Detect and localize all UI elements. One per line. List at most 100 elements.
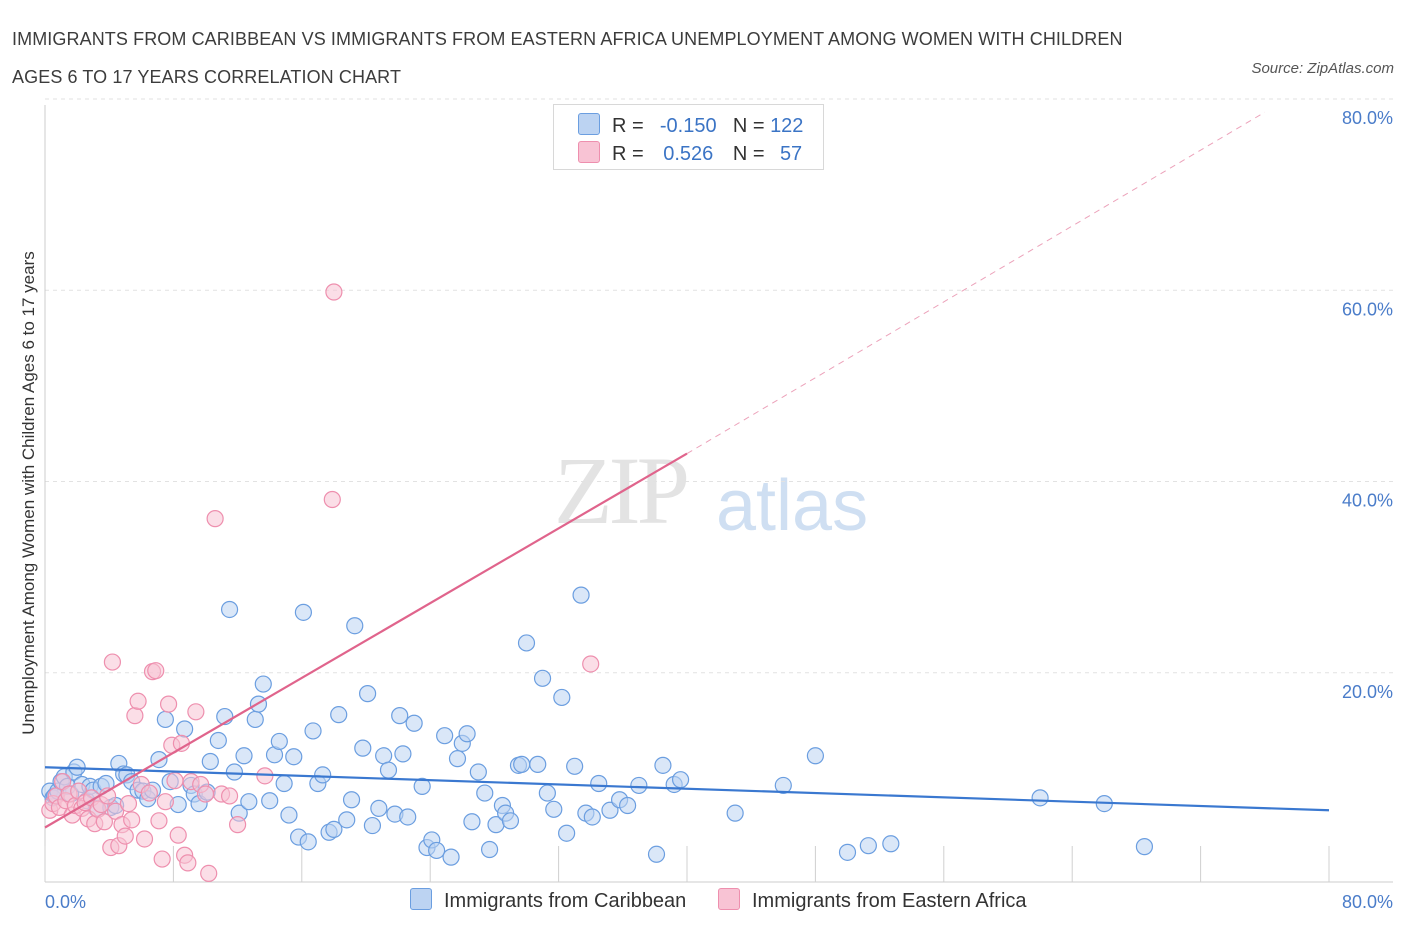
legend-row-eastern-africa: R = 0.526 N = 57 <box>578 141 812 165</box>
caribbean-point <box>225 763 243 781</box>
caribbean-point <box>583 808 601 826</box>
caribbean-point <box>246 710 264 729</box>
caribbean-point <box>342 791 361 809</box>
legend-row-caribbean: R = -0.150 N = 122 <box>578 113 803 137</box>
eastern-africa-point <box>119 794 138 813</box>
y-tick-label: 60.0% <box>1342 299 1393 319</box>
caribbean-point <box>529 755 547 773</box>
caribbean-point <box>517 634 536 652</box>
caribbean-point <box>270 732 288 751</box>
caribbean-point <box>442 848 460 866</box>
caribbean-point <box>354 739 372 757</box>
caribbean-point <box>513 755 531 773</box>
eastern-africa-point <box>150 812 168 830</box>
caribbean-point <box>558 824 576 842</box>
caribbean-point <box>370 799 388 817</box>
eastern-africa-point <box>103 653 122 671</box>
caribbean-point <box>275 774 293 793</box>
caribbean-point <box>209 731 227 750</box>
y-tick-label: 40.0% <box>1342 491 1393 511</box>
caribbean-point <box>1135 838 1154 856</box>
caribbean-point <box>330 706 348 724</box>
caribbean-point <box>619 796 637 815</box>
chart-title-line-1: IMMIGRANTS FROM CARIBBEAN VS IMMIGRANTS … <box>12 29 1123 49</box>
tick-labels: 20.0% 40.0% 60.0% 80.0% 0.0% 80.0% <box>45 108 1393 912</box>
caribbean-point <box>1031 789 1049 807</box>
caribbean-r-value: -0.150 <box>659 115 717 137</box>
caribbean-point <box>654 756 672 774</box>
legend-n-label: N = <box>732 143 765 165</box>
scatter-points <box>41 283 1154 882</box>
correlation-legend: R = -0.150 N = 122 R = 0.526 N = 57 <box>553 104 824 170</box>
eastern-africa-point <box>159 695 178 713</box>
caribbean-point <box>647 845 666 863</box>
eastern-africa-point <box>169 826 187 844</box>
caribbean-point <box>359 685 377 703</box>
caribbean-point <box>882 835 900 853</box>
eastern-africa-point <box>147 662 165 680</box>
caribbean-point <box>254 675 272 693</box>
eastern-africa-point <box>135 830 154 848</box>
caribbean-point <box>391 707 409 725</box>
eastern-africa-point <box>123 811 141 829</box>
eastern-africa-legend-label: Immigrants from Eastern Africa <box>752 890 1027 912</box>
eastern-africa-point <box>206 510 224 528</box>
eastern-africa-point <box>582 655 600 673</box>
eastern-africa-n-value: 57 <box>779 143 803 165</box>
caribbean-point <box>480 840 499 859</box>
caribbean-point <box>476 784 494 802</box>
caribbean-point <box>394 745 412 763</box>
caribbean-point <box>436 727 454 745</box>
caribbean-point <box>774 776 792 795</box>
caribbean-point <box>338 811 356 829</box>
caribbean-point <box>590 774 608 793</box>
caribbean-point <box>448 750 467 768</box>
caribbean-point <box>346 617 364 635</box>
bottom-legend-caribbean: Immigrants from Caribbean <box>410 888 686 916</box>
eastern-africa-point <box>140 784 158 802</box>
caribbean-point <box>294 603 313 621</box>
eastern-africa-swatch <box>578 141 600 163</box>
caribbean-point <box>806 747 825 765</box>
eastern-africa-point <box>323 490 341 509</box>
caribbean-point <box>630 776 648 795</box>
caribbean-point <box>220 600 239 619</box>
grid-lines <box>45 98 1393 674</box>
caribbean-point <box>201 752 219 771</box>
caribbean-point <box>859 837 877 855</box>
eastern-africa-point <box>129 692 147 710</box>
caribbean-point <box>304 722 322 740</box>
caribbean-point <box>325 820 343 839</box>
eastern-africa-point <box>153 850 171 868</box>
legend-n-label: N = <box>732 115 765 137</box>
caribbean-legend-swatch <box>410 888 432 910</box>
eastern-africa-point <box>126 707 144 725</box>
eastern-africa-point <box>220 787 239 805</box>
caribbean-point <box>405 714 423 732</box>
eastern-africa-point <box>156 793 174 811</box>
caribbean-point <box>463 813 481 831</box>
caribbean-legend-label: Immigrants from Caribbean <box>444 890 687 912</box>
eastern-africa-r-value: 0.526 <box>663 143 714 165</box>
x-tick-label: 0.0% <box>45 892 86 912</box>
caribbean-point <box>379 761 398 779</box>
y-tick-label: 80.0% <box>1342 108 1393 128</box>
caribbean-point <box>240 793 258 811</box>
caribbean-point <box>566 757 584 775</box>
caribbean-n-value: 122 <box>770 115 804 137</box>
y-tick-label: 20.0% <box>1342 682 1393 702</box>
caribbean-trend-line <box>44 766 1330 812</box>
source-label: Source: ZipAtlas.com <box>1251 60 1394 77</box>
caribbean-point <box>726 804 744 822</box>
eastern-africa-legend-swatch <box>718 888 740 910</box>
caribbean-swatch <box>578 113 600 135</box>
caribbean-point <box>545 800 563 818</box>
bottom-legend-eastern-africa: Immigrants from Eastern Africa <box>718 888 1027 916</box>
caribbean-point <box>601 801 619 819</box>
caribbean-point <box>838 843 857 861</box>
eastern-africa-trend-line <box>44 452 688 829</box>
eastern-africa-point <box>325 283 343 301</box>
caribbean-point <box>285 748 303 766</box>
caribbean-point <box>261 792 279 810</box>
